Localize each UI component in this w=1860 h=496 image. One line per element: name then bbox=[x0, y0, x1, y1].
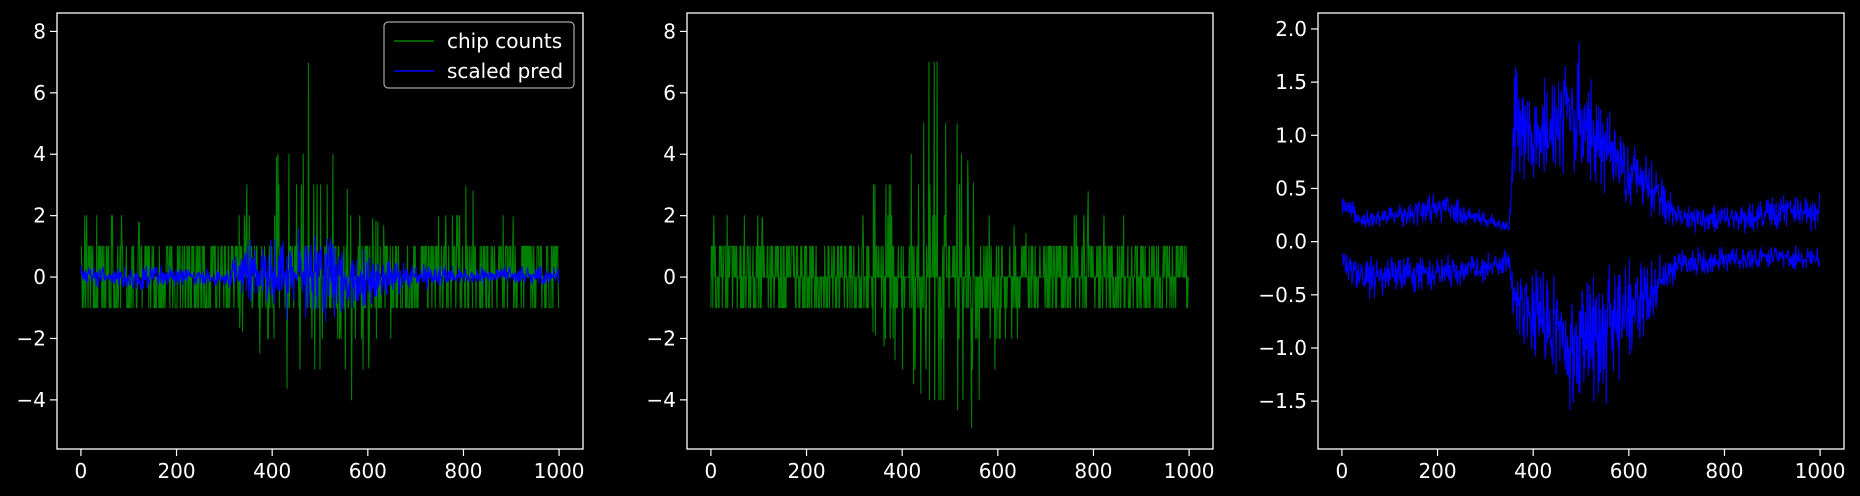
chart-panel-2: 0 200 400 600 800 1000 −4 −2 0 2 4 6 8 bbox=[647, 12, 1215, 483]
y-tick-label: 2 bbox=[33, 204, 46, 228]
plot-area bbox=[80, 62, 560, 401]
axes-frame bbox=[56, 12, 584, 450]
x-tick-label: 200 bbox=[157, 459, 195, 483]
legend-label-1: chip counts bbox=[447, 29, 562, 53]
y-tick-label: −2 bbox=[647, 326, 676, 350]
x-tick-label: 400 bbox=[253, 459, 291, 483]
x-tick-label: 200 bbox=[787, 459, 825, 483]
y-tick-label: 4 bbox=[33, 142, 46, 166]
plot-area bbox=[710, 61, 1189, 429]
legend: chip counts scaled pred bbox=[383, 21, 575, 89]
series-line-2 bbox=[80, 228, 560, 323]
y-tick-label: −4 bbox=[17, 388, 46, 412]
y-tick-label: 6 bbox=[33, 81, 46, 105]
x-tick-label: 800 bbox=[1074, 459, 1112, 483]
y-tick-label: 4 bbox=[663, 142, 676, 166]
y-tick-label: 1.0 bbox=[1275, 123, 1307, 147]
y-tick-label: 8 bbox=[33, 19, 46, 43]
y-tick-label: −2 bbox=[17, 326, 46, 350]
y-tick-label: 0 bbox=[33, 265, 46, 289]
y-tick-label: 2.0 bbox=[1275, 17, 1307, 41]
y-tick-label: 1.5 bbox=[1275, 70, 1307, 94]
y-tick-label: 6 bbox=[663, 81, 676, 105]
axes-frame bbox=[686, 12, 1214, 450]
y-tick-label: −1.5 bbox=[1258, 389, 1307, 413]
chart-panel-1: 0 200 400 600 800 1000 −4 −2 0 2 4 6 8 chip counts sca… bbox=[17, 12, 585, 483]
x-tick-label: 600 bbox=[979, 459, 1017, 483]
x-tick-label: 600 bbox=[1610, 459, 1648, 483]
series-line-2 bbox=[1341, 245, 1821, 411]
x-tick-label: 1000 bbox=[534, 459, 585, 483]
y-tick-label: −4 bbox=[647, 388, 676, 412]
x-tick-label: 400 bbox=[1514, 459, 1552, 483]
x-tick-label: 0 bbox=[75, 459, 88, 483]
plot-area bbox=[1341, 42, 1821, 411]
x-tick-label: 0 bbox=[705, 459, 718, 483]
y-tick-label: −1.0 bbox=[1258, 336, 1307, 360]
y-tick-label: 8 bbox=[663, 19, 676, 43]
chart-panel-3: 0 200 400 600 800 1000 −1.5 −1.0 −0.5 0.0 0.5 1.0 1.… bbox=[1258, 12, 1846, 483]
y-tick-label: −0.5 bbox=[1258, 283, 1307, 307]
y-tick-label: 0.5 bbox=[1275, 176, 1307, 200]
x-tick-label: 1000 bbox=[1164, 459, 1215, 483]
y-tick-label: 2 bbox=[663, 204, 676, 228]
x-tick-label: 400 bbox=[883, 459, 921, 483]
series-line-1 bbox=[1341, 42, 1821, 234]
x-tick-label: 800 bbox=[1705, 459, 1743, 483]
x-tick-label: 1000 bbox=[1795, 459, 1846, 483]
x-tick-label: 200 bbox=[1418, 459, 1456, 483]
y-tick-label: 0.0 bbox=[1275, 230, 1307, 254]
axes-frame bbox=[1317, 12, 1845, 450]
x-tick-label: 0 bbox=[1336, 459, 1349, 483]
y-tick-label: 0 bbox=[663, 265, 676, 289]
series-line-1 bbox=[710, 61, 1189, 429]
legend-label-2: scaled pred bbox=[447, 59, 563, 83]
x-tick-label: 800 bbox=[444, 459, 482, 483]
x-tick-label: 600 bbox=[349, 459, 387, 483]
